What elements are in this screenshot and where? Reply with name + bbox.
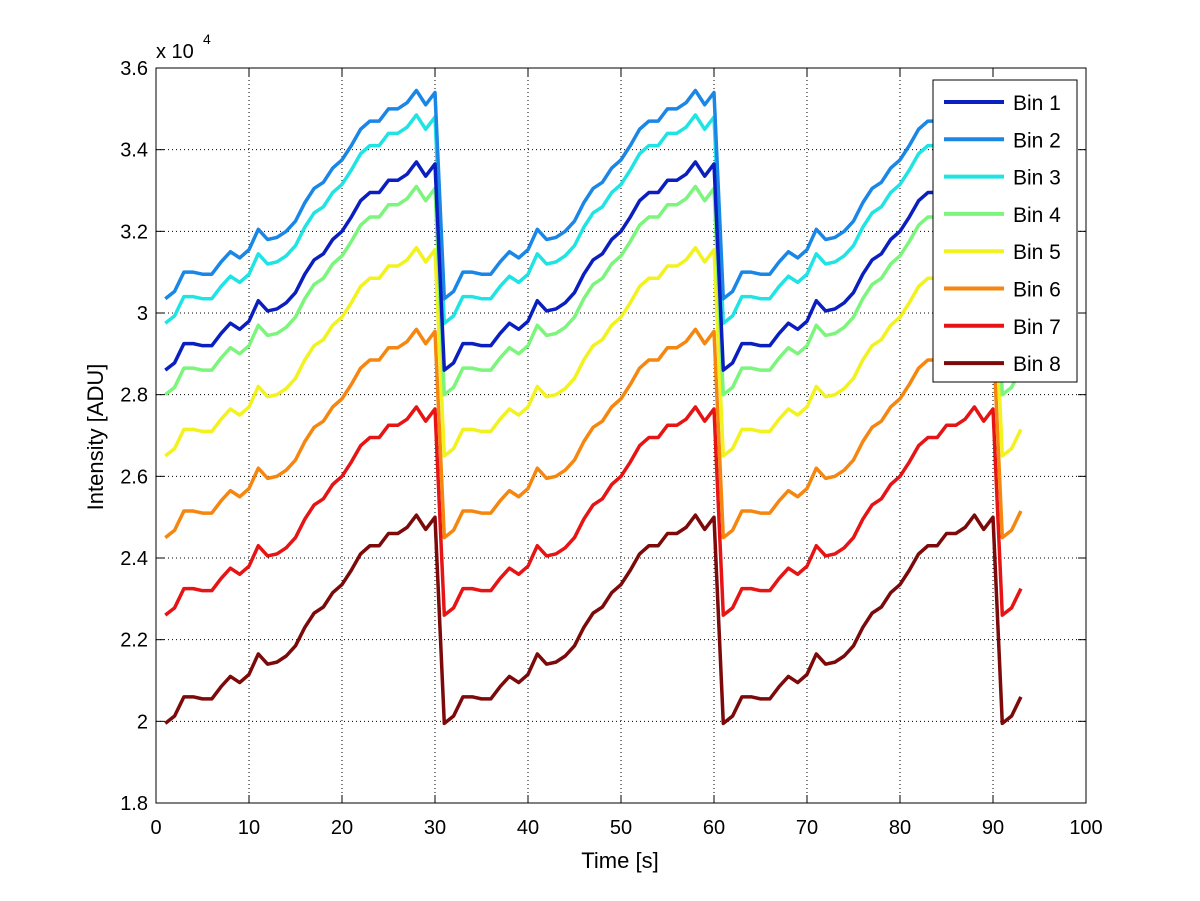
y-tick-label: 1.8 xyxy=(120,793,148,815)
y-tick-labels: 1.8 2 2.2 2.4 2.6 2.8 3 3.2 3.4 3.6 xyxy=(120,58,148,815)
x-tick-label: 50 xyxy=(610,817,632,839)
y-tick-label: 3.6 xyxy=(120,58,148,80)
x-tick-label: 60 xyxy=(703,817,725,839)
y-tick-label: 2.6 xyxy=(120,466,148,488)
x-tick-label: 80 xyxy=(889,817,911,839)
y-tick-label: 2.4 xyxy=(120,548,148,570)
legend-label: Bin 1 xyxy=(1013,92,1061,115)
x-tick-label: 30 xyxy=(424,817,446,839)
x-axis-title: Time [s] xyxy=(581,848,658,873)
series-line-bin-7 xyxy=(164,405,1023,617)
legend-label: Bin 3 xyxy=(1013,167,1061,190)
x-tick-labels: 0 10 20 30 40 50 60 70 80 90 100 xyxy=(150,817,1102,839)
legend-box xyxy=(932,79,1078,383)
legend: Bin 1 Bin 2 Bin 3 Bin 4 Bin 5 Bin 6 Bin 7 Bin 8 xyxy=(932,79,1078,383)
y-axis-title: Intensity [ADU] xyxy=(83,364,108,511)
y-tick-label: 3.2 xyxy=(120,221,148,243)
y-exponent-power: 4 xyxy=(203,31,211,47)
series-line-bin-1 xyxy=(164,160,1023,372)
y-tick-label: 2.2 xyxy=(120,630,148,652)
y-tick-label: 2.8 xyxy=(120,385,148,407)
x-tick-label: 0 xyxy=(150,817,161,839)
ticks xyxy=(155,67,1087,804)
y-exponent-base: x 10 xyxy=(156,41,194,63)
y-tick-label: 3 xyxy=(137,303,148,325)
legend-label: Bin 4 xyxy=(1013,204,1061,227)
series-line-bin-6 xyxy=(164,327,1023,540)
y-tick-label: 3.4 xyxy=(120,140,148,162)
series-line-bin-5 xyxy=(164,245,1023,458)
x-tick-label: 20 xyxy=(331,817,353,839)
x-tick-label: 70 xyxy=(796,817,818,839)
x-tick-label: 90 xyxy=(982,817,1004,839)
series-line-bin-2 xyxy=(164,88,1023,301)
legend-label: Bin 8 xyxy=(1013,353,1061,376)
series-line-bin-3 xyxy=(164,113,1023,325)
series-lines xyxy=(164,88,1023,726)
series-line-bin-4 xyxy=(164,184,1023,397)
x-tick-label: 10 xyxy=(238,817,260,839)
legend-label: Bin 6 xyxy=(1013,279,1061,302)
legend-label: Bin 7 xyxy=(1013,316,1061,339)
x-tick-label: 40 xyxy=(517,817,539,839)
y-tick-label: 2 xyxy=(137,711,148,733)
series-line-bin-8 xyxy=(164,513,1023,726)
legend-label: Bin 2 xyxy=(1013,129,1061,152)
legend-label: Bin 5 xyxy=(1013,241,1061,264)
x-tick-label: 100 xyxy=(1069,817,1102,839)
